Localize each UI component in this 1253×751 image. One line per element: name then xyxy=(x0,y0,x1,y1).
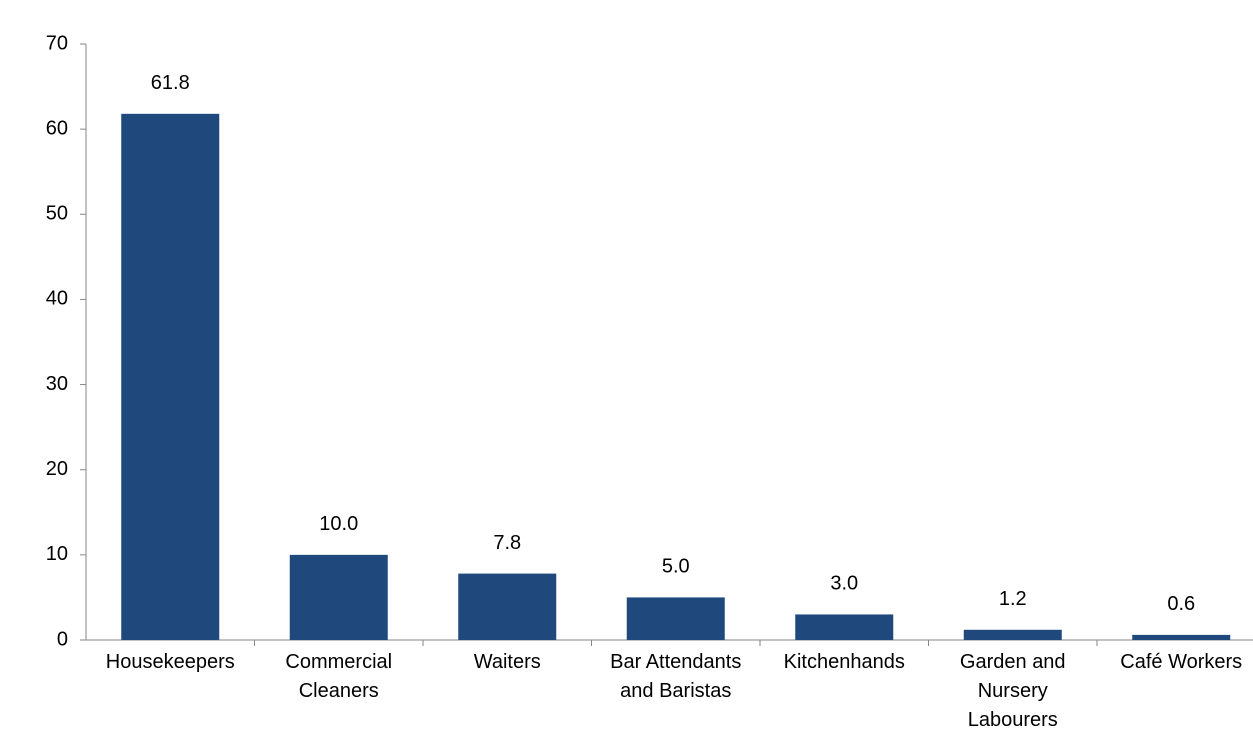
x-tick-label: Waiters xyxy=(473,651,541,673)
y-tick-label: 70 xyxy=(46,32,68,54)
bar xyxy=(795,614,894,640)
bar xyxy=(626,597,725,640)
y-tick-label: 0 xyxy=(57,628,68,650)
x-tick-label: Kitchenhands xyxy=(783,651,905,673)
x-tick-label: Garden and Nursery Labourers xyxy=(959,651,1066,731)
x-tick-label: Commercial Cleaners xyxy=(285,651,393,702)
x-tick-label: Housekeepers xyxy=(105,651,235,673)
bar xyxy=(289,554,388,640)
value-label: 7.8 xyxy=(493,532,521,554)
value-label: 61.8 xyxy=(151,72,190,94)
y-tick-label: 10 xyxy=(46,543,68,565)
y-tick-label: 60 xyxy=(46,117,68,139)
bar xyxy=(963,629,1062,640)
x-tick-label: Bar Attendants and Baristas xyxy=(610,651,742,702)
value-label: 5.0 xyxy=(662,556,690,578)
x-tick-label: Café Workers xyxy=(1120,651,1243,673)
y-tick-label: 20 xyxy=(46,458,68,480)
bar xyxy=(1132,634,1231,640)
value-label: 3.0 xyxy=(830,573,858,595)
value-label: 0.6 xyxy=(1167,593,1195,615)
value-label: 1.2 xyxy=(999,588,1027,610)
bar xyxy=(458,573,557,640)
y-tick-label: 30 xyxy=(46,373,68,395)
bar xyxy=(121,113,220,641)
value-label: 10.0 xyxy=(319,513,358,535)
y-tick-label: 40 xyxy=(46,288,68,310)
y-tick-label: 50 xyxy=(46,203,68,225)
